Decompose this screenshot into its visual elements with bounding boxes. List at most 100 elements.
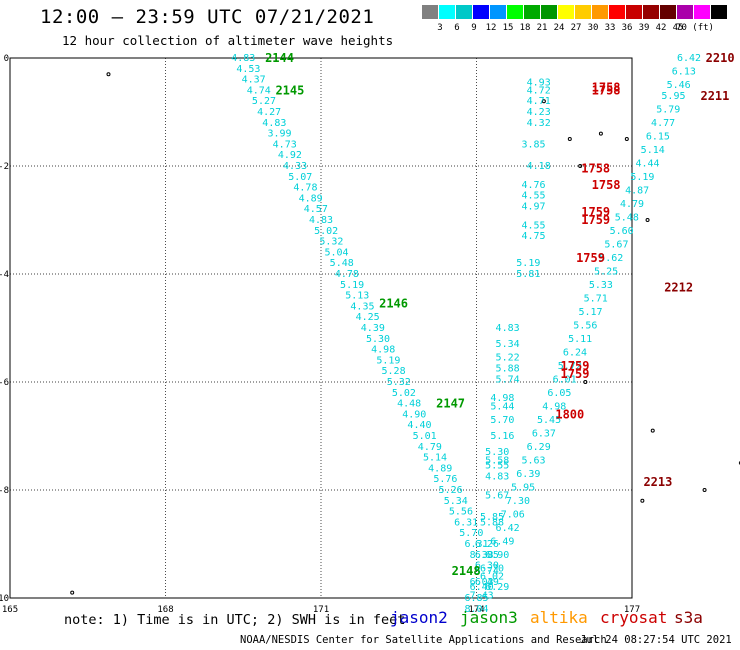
y-tick-label: 0 bbox=[4, 54, 9, 64]
swh-value: 4.98 bbox=[371, 345, 395, 356]
legend-s3a: s3a bbox=[674, 608, 703, 627]
swh-value: 5.17 bbox=[578, 307, 602, 318]
legend-swatch bbox=[490, 5, 507, 19]
swh-value: 4.55 bbox=[521, 191, 545, 202]
legend-tick-label: 30 bbox=[587, 23, 599, 33]
swh-value: 5.72 bbox=[558, 361, 582, 372]
swh-value: 6.24 bbox=[563, 347, 587, 358]
legend-tick-label: 3 bbox=[437, 23, 443, 33]
swh-value: 6.26 bbox=[475, 539, 499, 550]
swh-value: 4.92 bbox=[278, 150, 302, 161]
swh-value: 5.30 bbox=[485, 447, 509, 458]
track-time-label: 1758 bbox=[592, 178, 621, 192]
swh-value: 5.25 bbox=[594, 266, 618, 277]
x-tick-label: 165 bbox=[2, 605, 18, 615]
legend-tick-label: 15 bbox=[502, 23, 514, 33]
swh-value: 4.93 bbox=[527, 77, 551, 88]
swh-value: 5.32 bbox=[319, 237, 343, 248]
swh-value: 5.74 bbox=[496, 374, 520, 385]
swh-value: 5.88 bbox=[480, 517, 504, 528]
swh-value: 5.56 bbox=[573, 320, 597, 331]
swh-value: 6.15 bbox=[646, 131, 670, 142]
swh-value: 6.39 bbox=[516, 469, 540, 480]
swh-value: 4.79 bbox=[620, 199, 644, 210]
swh-value: 4.78 bbox=[293, 183, 317, 194]
swh-value: 5.11 bbox=[568, 334, 592, 345]
swh-value: 4.23 bbox=[527, 107, 551, 118]
swh-value: 5.32 bbox=[387, 377, 411, 388]
legend-swatch bbox=[439, 5, 456, 19]
island-mark bbox=[567, 137, 572, 141]
swh-value: 5.04 bbox=[325, 247, 349, 258]
swh-value: 6.49 bbox=[475, 577, 499, 588]
swh-value: 4.55 bbox=[521, 220, 545, 231]
swh-value: 5.19 bbox=[630, 172, 654, 183]
swh-value: 4.79 bbox=[418, 442, 442, 453]
swh-value: 5.71 bbox=[584, 293, 608, 304]
swh-value: 4.83 bbox=[485, 472, 509, 483]
legend-swatch bbox=[558, 5, 575, 19]
legend-swatch bbox=[575, 5, 592, 19]
swh-value: 4.71 bbox=[527, 96, 551, 107]
swh-value: 6.70 bbox=[480, 563, 504, 574]
swh-value: 5.13 bbox=[345, 291, 369, 302]
footnote: note: 1) Time is in UTC; 2) SWH is in fe… bbox=[64, 612, 406, 628]
swh-value: 5.30 bbox=[366, 334, 390, 345]
swh-value: 5.85 bbox=[480, 512, 504, 523]
swh-value: 5.95 bbox=[661, 91, 685, 102]
wave-height-color-legend: 3 6 9 12 15 18 21 24 27 30 33 36 39 42 45 70 (ft) bbox=[422, 5, 728, 35]
island-mark bbox=[624, 137, 629, 141]
island-mark bbox=[70, 590, 75, 595]
y-tick-label: -10 bbox=[0, 594, 9, 604]
y-tick-label: -6 bbox=[0, 378, 9, 388]
swh-value: 6.90 bbox=[485, 550, 509, 561]
swh-value: 4.97 bbox=[521, 202, 545, 213]
swh-value: 5.45 bbox=[537, 415, 561, 426]
track-time-label: 2213 bbox=[643, 475, 672, 489]
swh-value: 4.33 bbox=[283, 161, 307, 172]
legend-swatch bbox=[711, 5, 728, 19]
legend-tick-label: 45 bbox=[672, 23, 684, 33]
swh-value: 5.56 bbox=[449, 507, 473, 518]
swh-value: 4.98 bbox=[542, 401, 566, 412]
swh-value: 6.05 bbox=[475, 550, 499, 561]
swh-value: 5.33 bbox=[589, 280, 613, 291]
track-time-label: 1800 bbox=[555, 407, 584, 421]
track-time-label: 2146 bbox=[379, 297, 408, 311]
swh-value: 5.19 bbox=[340, 280, 364, 291]
y-tick-label: -4 bbox=[0, 270, 9, 280]
track-time-label: 1758 bbox=[592, 81, 621, 95]
track-time-label: 2144 bbox=[265, 51, 294, 65]
swh-value: 4.83 bbox=[262, 118, 286, 129]
swh-value: 5.28 bbox=[382, 366, 406, 377]
swh-value: 5.14 bbox=[423, 453, 447, 464]
track-time-label: 2148 bbox=[452, 564, 481, 578]
swh-value: 4.74 bbox=[247, 85, 271, 96]
legend-tick-label: 12 bbox=[485, 23, 497, 33]
swh-value: 4.25 bbox=[356, 312, 380, 323]
swh-value: 6.85 bbox=[464, 593, 488, 604]
legend-tick-label: 24 bbox=[553, 23, 565, 33]
legend-cryosat: cryosat bbox=[600, 608, 668, 627]
swh-value: 4.83 bbox=[309, 215, 333, 226]
swh-value: 5.46 bbox=[667, 80, 691, 91]
swh-value: 5.67 bbox=[485, 490, 509, 501]
legend-tick-label: 70 (ft) bbox=[676, 23, 714, 33]
legend-tick-label: 42 bbox=[655, 23, 667, 33]
legend-tick-label: 6 bbox=[454, 23, 460, 33]
swh-value: 8.04 bbox=[464, 604, 488, 615]
island-mark bbox=[598, 131, 603, 136]
swh-value: 5.34 bbox=[496, 339, 520, 350]
x-tick-label: 171 bbox=[313, 605, 329, 615]
legend-swatch bbox=[609, 5, 626, 19]
swh-value: 5.19 bbox=[376, 355, 400, 366]
swh-value: 6.37 bbox=[532, 428, 556, 439]
swh-value: 4.72 bbox=[527, 85, 551, 96]
track-time-label: 1759 bbox=[581, 213, 610, 227]
swh-value: 5.27 bbox=[252, 96, 276, 107]
swh-value: 6.31 bbox=[464, 539, 488, 550]
swh-value: 5.62 bbox=[599, 253, 623, 264]
swh-value: 4.77 bbox=[651, 118, 675, 129]
legend-swatch bbox=[456, 5, 473, 19]
swh-value: 5.70 bbox=[459, 528, 483, 539]
